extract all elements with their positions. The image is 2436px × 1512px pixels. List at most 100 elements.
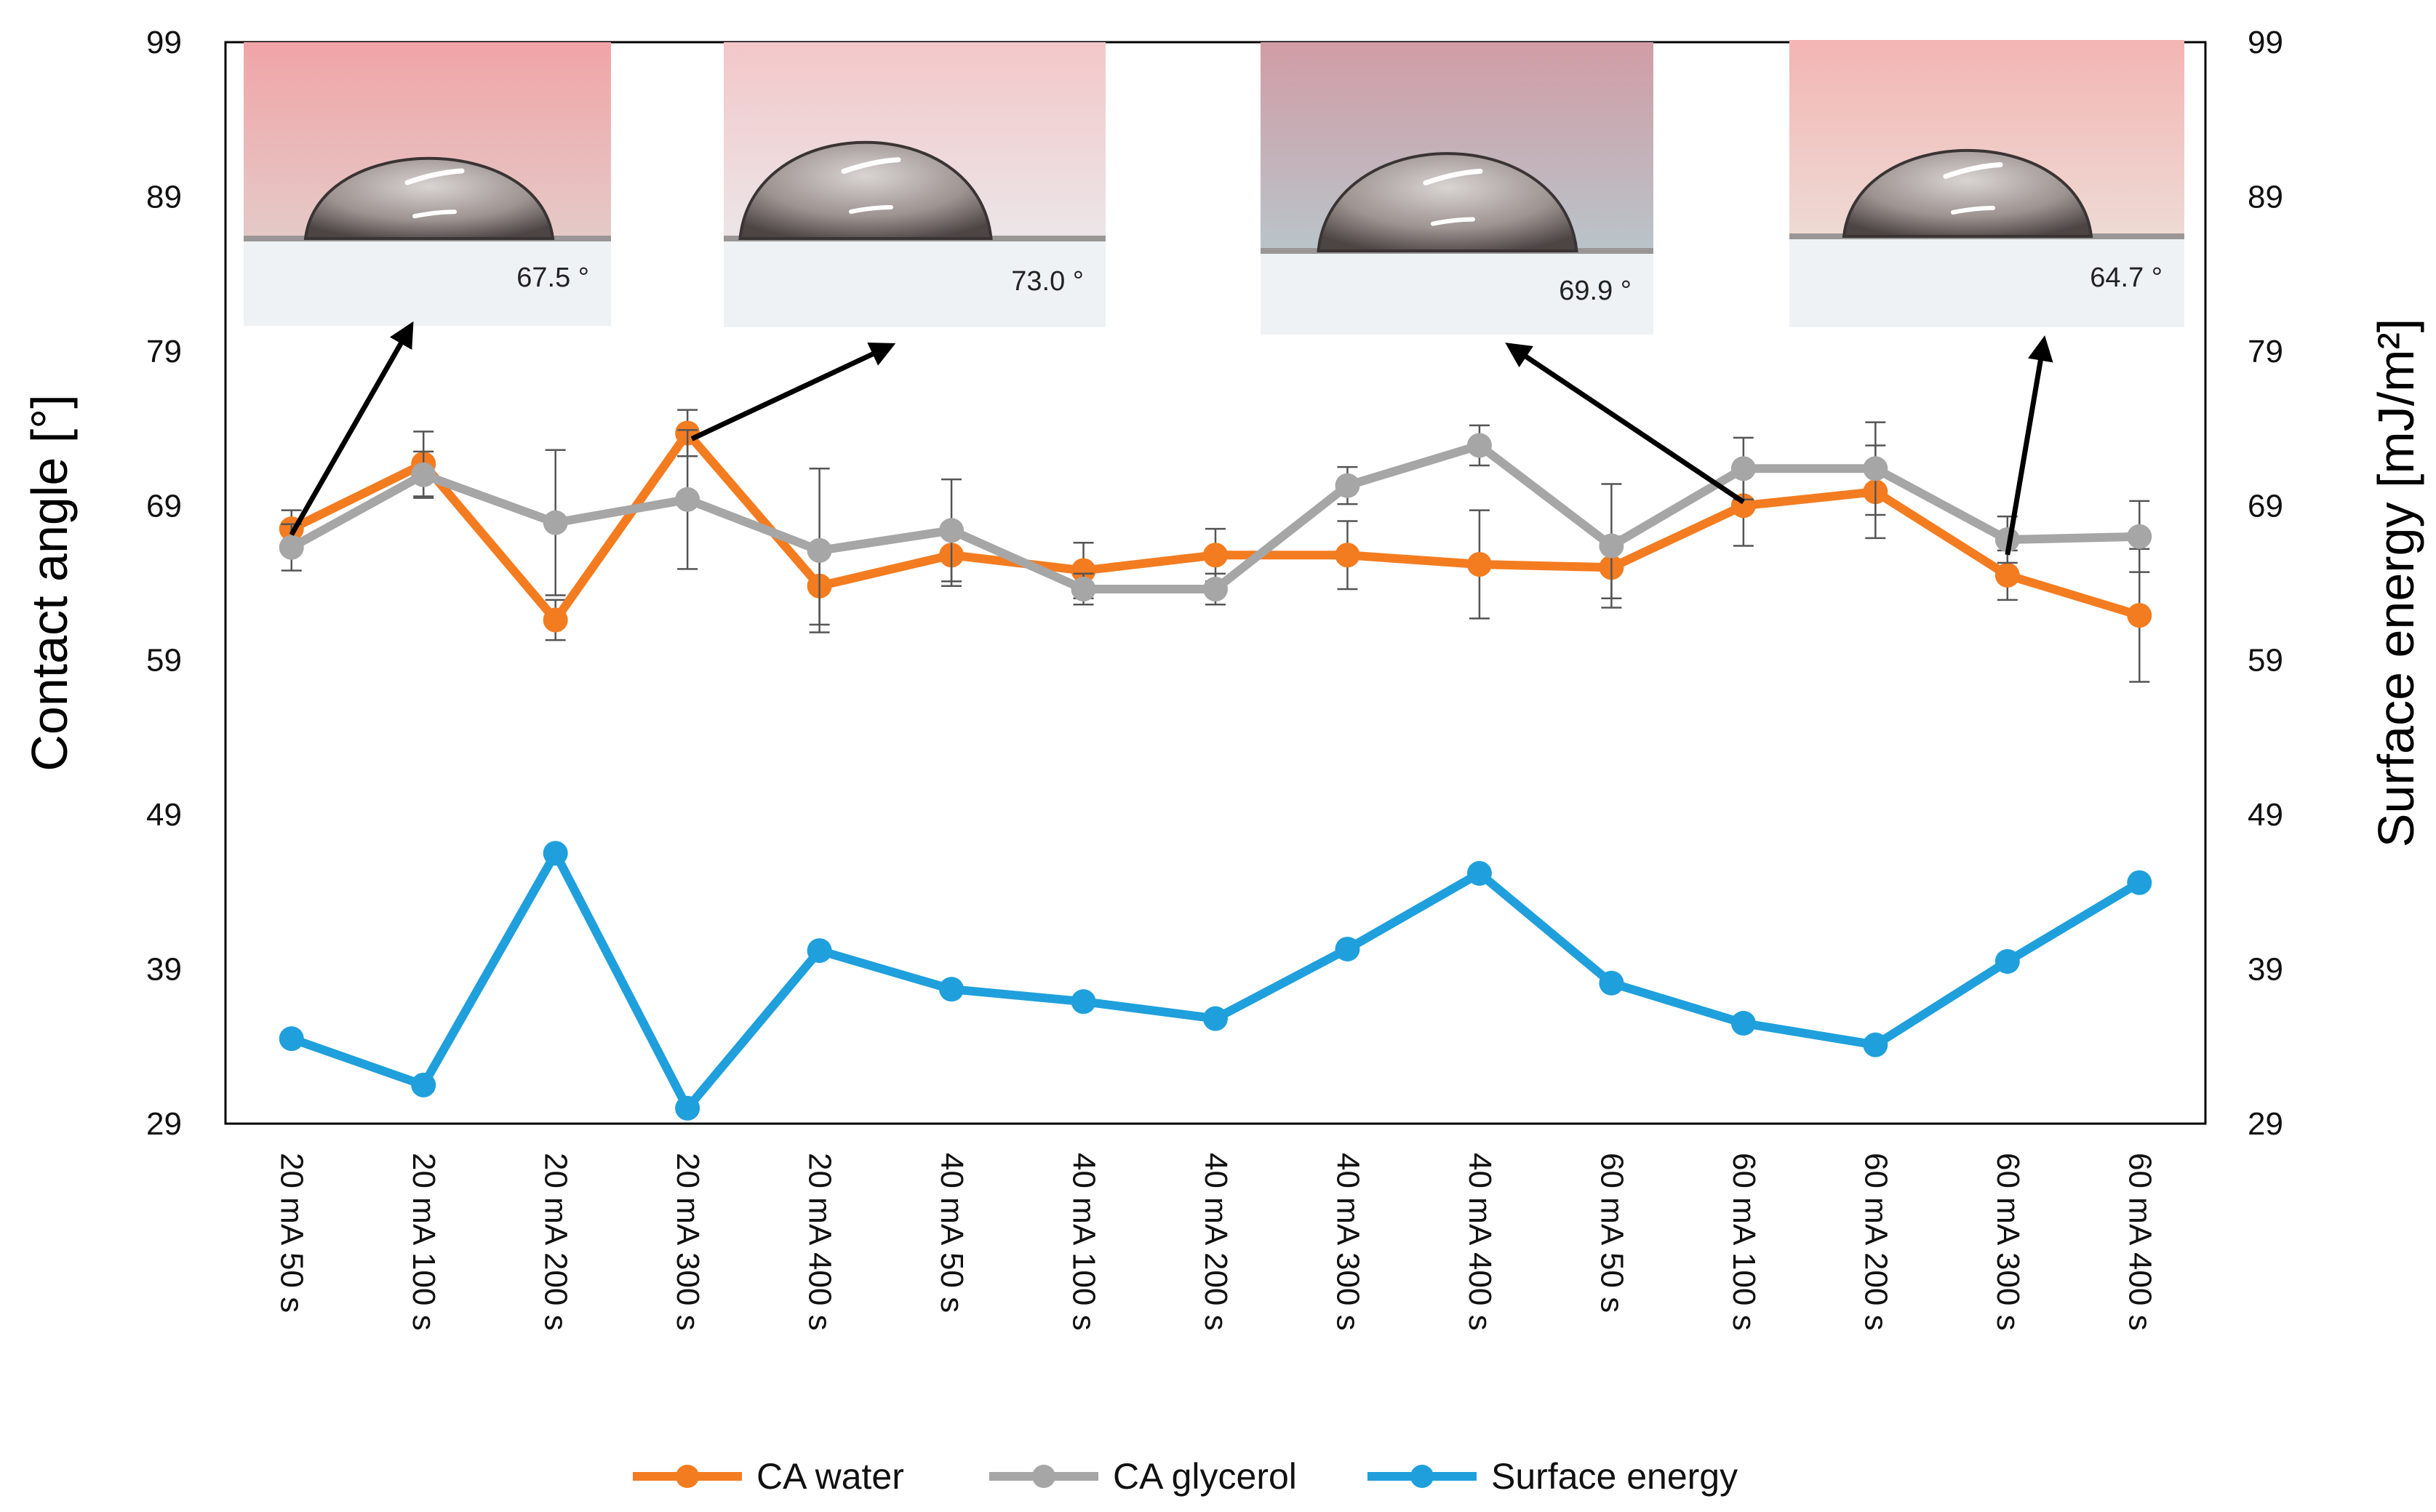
droplet-highlight	[849, 205, 893, 215]
data-point	[411, 462, 436, 487]
droplet-highlight	[1951, 206, 1995, 215]
substrate	[1789, 236, 2184, 327]
x-category-label: 40 mA 50 s	[934, 1153, 970, 1313]
data-point	[1071, 558, 1096, 583]
droplet	[303, 156, 555, 240]
plot-frame	[224, 41, 2207, 1125]
y-tick-label-right: 39	[2248, 952, 2283, 988]
series-line	[289, 849, 2142, 1113]
series-ca-glycerol	[279, 421, 2152, 633]
droplet-photo: 64.7 °	[1789, 40, 2184, 327]
x-category-label: 60 mA 400 s	[2122, 1153, 2157, 1331]
contact-angle-label: 69.9 °	[1559, 276, 1632, 306]
y-tick-label-left: 69	[146, 488, 182, 524]
y-axis-title-right: Surface energy [mJ/m²]	[2368, 319, 2424, 847]
legend-marker	[1410, 1465, 1434, 1488]
data-point	[543, 841, 568, 866]
data-point	[1466, 860, 1492, 886]
droplet-highlight	[1431, 217, 1475, 226]
data-point	[2127, 524, 2152, 549]
data-point	[1730, 1010, 1756, 1036]
contact-angle-label: 67.5 °	[516, 263, 589, 293]
data-point	[543, 510, 568, 535]
x-category-label: 40 mA 300 s	[1330, 1153, 1365, 1331]
data-point	[279, 1026, 304, 1052]
substrate	[1261, 251, 1653, 335]
y-tick-label-right: 59	[2248, 643, 2283, 679]
y-tick-label-left: 79	[146, 334, 182, 369]
annotation-arrow	[1505, 343, 1745, 505]
x-category-label: 20 mA 200 s	[538, 1153, 574, 1331]
y-tick-label-left: 49	[146, 797, 182, 833]
annotation-arrow	[690, 343, 896, 441]
y-tick-label-right: 89	[2248, 179, 2283, 215]
droplet	[1317, 152, 1578, 252]
y-tick-label-left: 59	[146, 643, 182, 679]
y-tick-label-left: 29	[146, 1106, 182, 1142]
data-point	[1203, 543, 1228, 568]
data-point	[1466, 433, 1492, 458]
droplet-highlight	[412, 209, 457, 219]
y-tick-label-right: 49	[2248, 797, 2283, 833]
droplet-highlight	[1943, 162, 2003, 179]
contact-angle-label: 73.0 °	[1011, 266, 1084, 297]
y-tick-label-left: 39	[146, 952, 182, 988]
droplet-highlight	[1423, 169, 1483, 185]
data-point	[1730, 456, 1756, 481]
data-point	[939, 977, 965, 1002]
data-point	[1994, 948, 2020, 974]
x-category-label: 20 mA 100 s	[406, 1153, 442, 1331]
data-point	[1335, 936, 1360, 961]
series-surface-energy	[279, 841, 2152, 1121]
data-point	[807, 938, 832, 964]
data-point	[1071, 576, 1096, 601]
data-point	[1203, 1006, 1228, 1031]
y-tick-label-left: 99	[146, 25, 182, 60]
x-category-label: 60 mA 100 s	[1726, 1153, 1762, 1331]
data-point	[411, 1072, 436, 1097]
data-point	[1203, 576, 1228, 601]
droplet-highlight	[841, 157, 901, 175]
droplet	[1842, 149, 2093, 238]
droplet-photo: 69.9 °	[1261, 42, 1653, 335]
data-point	[1335, 473, 1360, 498]
legend-label: CA glycerol	[1113, 1456, 1297, 1497]
legend-label: Surface energy	[1491, 1456, 1738, 1497]
y-tick-label-right: 99	[2248, 25, 2283, 60]
x-category-label: 60 mA 200 s	[1858, 1153, 1893, 1331]
x-category-label: 40 mA 400 s	[1462, 1153, 1498, 1331]
substrate	[724, 239, 1106, 327]
data-point	[675, 1095, 700, 1121]
x-category-label: 60 mA 300 s	[1990, 1153, 2026, 1331]
legend: CA water CA glycerol Surface energy	[633, 1456, 1738, 1497]
x-category-label: 20 mA 400 s	[802, 1153, 838, 1331]
x-category-label: 60 mA 50 s	[1594, 1153, 1629, 1313]
data-point	[1599, 533, 1624, 559]
contact-angle-label: 64.7 °	[2090, 263, 2163, 293]
x-category-label: 20 mA 300 s	[670, 1153, 706, 1331]
data-point	[1335, 543, 1360, 568]
x-category-label: 20 mA 50 s	[274, 1153, 310, 1313]
y-tick-label-right: 69	[2248, 488, 2283, 524]
legend-marker	[676, 1465, 699, 1488]
substrate	[244, 239, 611, 326]
legend-label: CA water	[756, 1456, 904, 1497]
data-point	[1863, 1032, 1888, 1057]
annotation-arrow	[289, 321, 414, 536]
annotation-arrow	[2005, 335, 2053, 556]
data-point	[279, 535, 304, 560]
legend-marker	[1032, 1465, 1055, 1488]
y-axis-title-left: Contact angle [°]	[21, 394, 78, 771]
droplet-photo: 73.0 °	[724, 42, 1106, 327]
data-point	[1599, 970, 1624, 996]
droplet-photo: 67.5 °	[244, 42, 611, 326]
y-tick-label-left: 89	[146, 179, 182, 215]
data-point	[2127, 870, 2152, 895]
x-category-label: 40 mA 200 s	[1198, 1153, 1234, 1331]
y-tick-label-right: 79	[2248, 334, 2283, 369]
data-point	[1994, 562, 2020, 588]
data-point	[1071, 989, 1096, 1015]
data-point	[1863, 456, 1888, 481]
data-point	[543, 607, 568, 633]
